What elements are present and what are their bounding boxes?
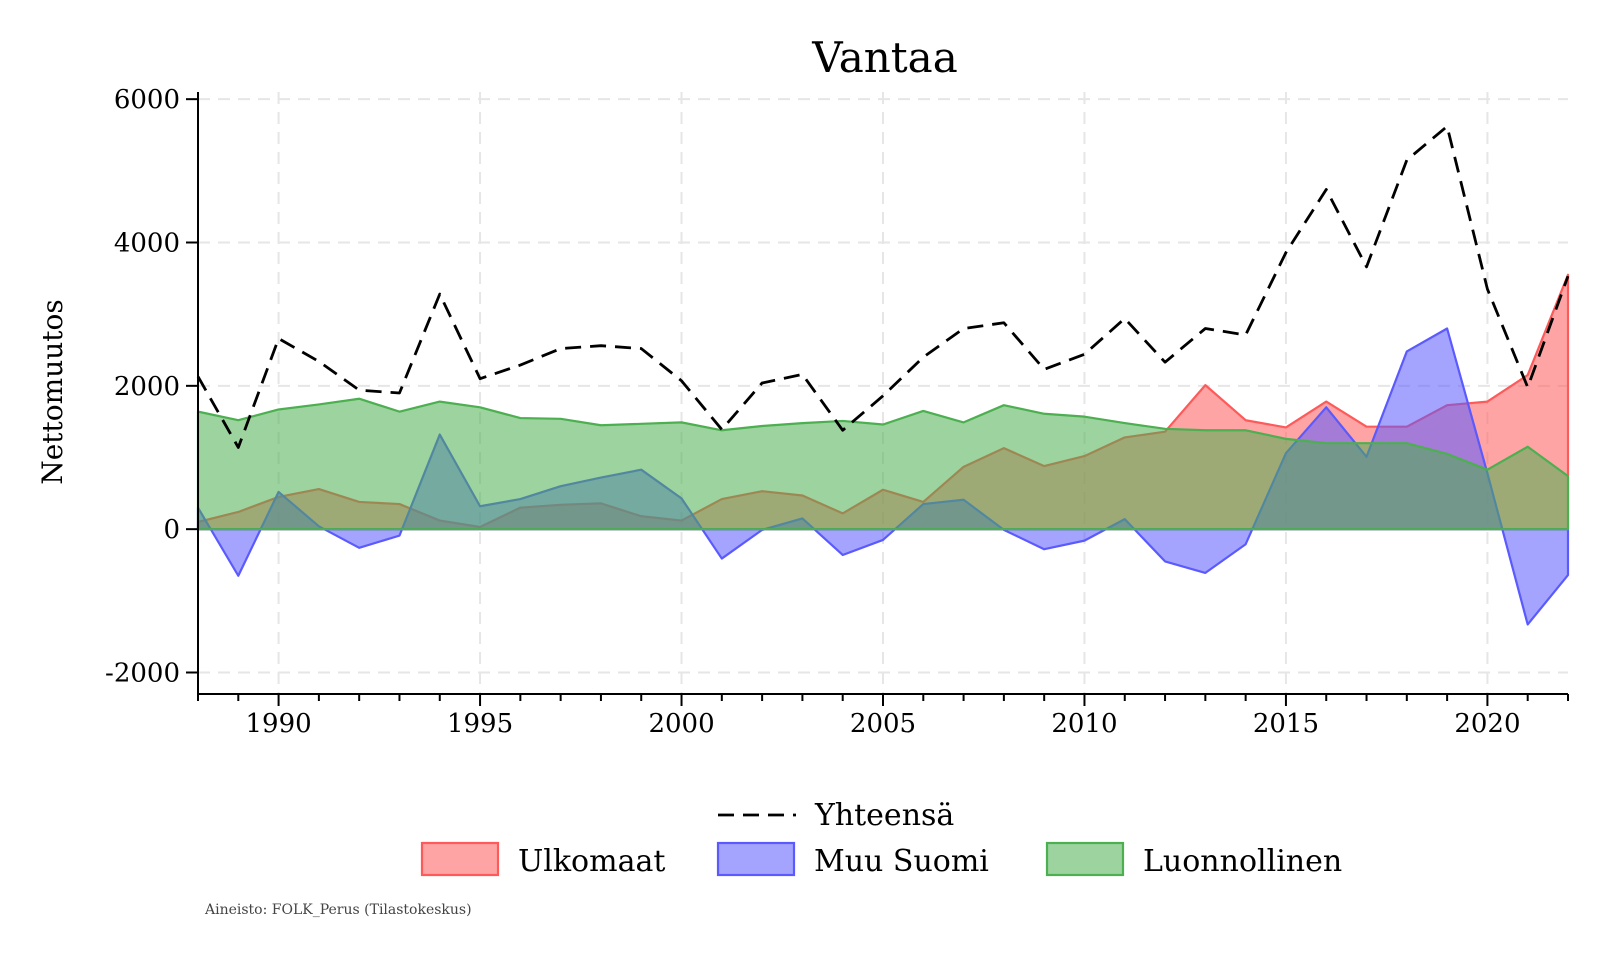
y-tick-label-0: 0 xyxy=(163,515,180,545)
grid xyxy=(198,92,1568,694)
x-tick-label-1995: 1995 xyxy=(447,709,513,739)
y-axis-label: Nettomuutos xyxy=(36,299,69,485)
legend-swatch-muu-suomi xyxy=(716,841,796,877)
y-tick-label-2000: 2000 xyxy=(114,372,180,402)
source-note: Aineisto: FOLK_Perus (Tilastokeskus) xyxy=(205,902,472,918)
x-tick-label-2020: 2020 xyxy=(1454,709,1520,739)
axes: -2000 0 2000 4000 6000 1990 1995 2000 2005 2010 20… xyxy=(105,85,1569,739)
line-yhteensä xyxy=(196,125,1570,449)
area-series xyxy=(196,273,1570,626)
y-tick-label-4000: 4000 xyxy=(114,229,180,259)
y-tick-label-6000: 6000 xyxy=(114,85,180,115)
x-tick-label-2000: 2000 xyxy=(648,709,714,739)
legend-label-muu-suomi: Muu Suomi xyxy=(814,844,989,879)
legend-label-yhteensa: Yhteensä xyxy=(814,798,954,833)
legend-label-ulkomaat: Ulkomaat xyxy=(518,844,665,879)
chart-title: Vantaa xyxy=(811,33,958,82)
x-tick-label-2010: 2010 xyxy=(1051,709,1117,739)
line-series xyxy=(196,125,1570,449)
x-tick-label-1990: 1990 xyxy=(246,709,312,739)
legend: Yhteensä Ulkomaat Muu Suomi Luonnollinen xyxy=(420,798,1342,879)
legend-label-luonnollinen: Luonnollinen xyxy=(1143,844,1342,879)
x-tick-label-2005: 2005 xyxy=(850,709,916,739)
legend-swatch-luonnollinen xyxy=(1045,841,1125,877)
y-tick-label--2000: -2000 xyxy=(105,659,180,689)
legend-swatch-ulkomaat xyxy=(420,841,500,877)
x-tick-label-2015: 2015 xyxy=(1253,709,1319,739)
area-luonnollinen xyxy=(196,397,1570,531)
